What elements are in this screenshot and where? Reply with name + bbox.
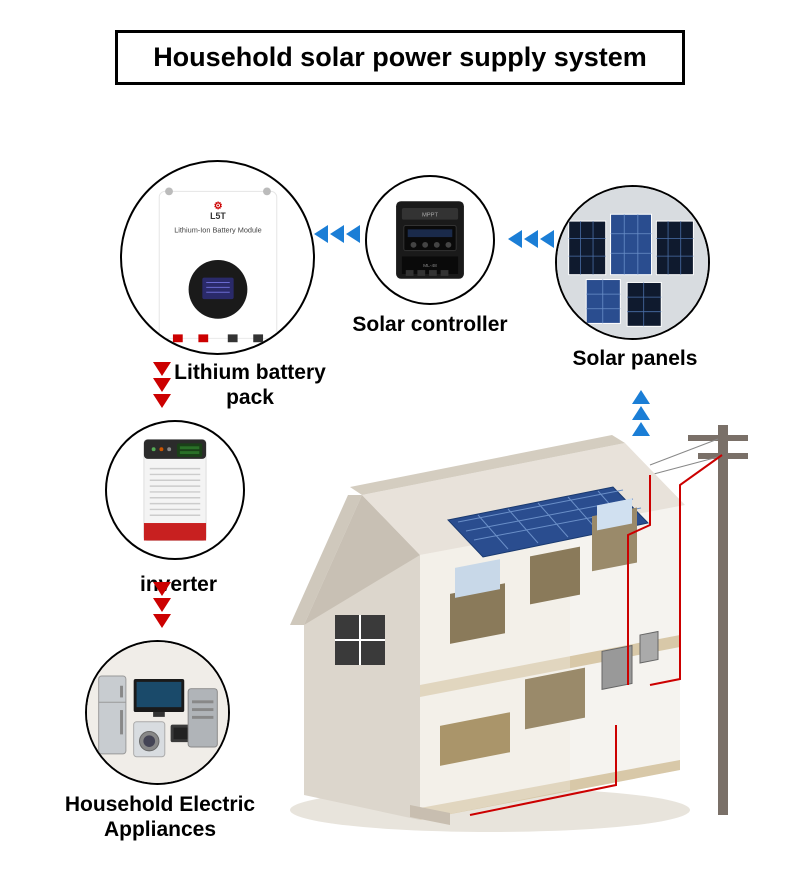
svg-text:MPPT: MPPT (422, 213, 439, 219)
arrow-panels-to-controller (508, 230, 554, 248)
battery-brand: L5T (210, 211, 226, 221)
node-solar-panels (555, 185, 710, 340)
node-lithium-battery: ⚙ L5T Lithium-Ion Battery Module (120, 160, 315, 355)
diagram-title: Household solar power supply system (115, 30, 685, 85)
node-appliances (85, 640, 230, 785)
arrow-controller-to-battery (314, 225, 360, 243)
house-illustration (290, 425, 750, 845)
arrow-inverter-to-appliances (153, 582, 171, 628)
label-solar-panels: Solar panels (560, 346, 710, 371)
arrow-battery-to-inverter (153, 362, 171, 408)
battery-sublabel: Lithium-Ion Battery Module (174, 226, 262, 235)
battery-module-illustration: ⚙ L5T Lithium-Ion Battery Module (122, 160, 313, 355)
node-solar-controller: MPPT ML-48 (365, 175, 495, 305)
appliances-illustration (87, 640, 228, 785)
inverter-illustration (107, 420, 243, 560)
house-cutaway (290, 425, 730, 825)
label-lithium-battery: Lithium battery pack (160, 360, 340, 410)
panels-illustration (557, 185, 708, 340)
label-solar-controller: Solar controller (340, 312, 520, 337)
svg-text:ML-48: ML-48 (423, 263, 437, 269)
label-appliances: Household Electric Appliances (60, 792, 260, 842)
node-inverter (105, 420, 245, 560)
label-inverter: inverter (140, 572, 217, 597)
controller-illustration: MPPT ML-48 (367, 175, 493, 305)
